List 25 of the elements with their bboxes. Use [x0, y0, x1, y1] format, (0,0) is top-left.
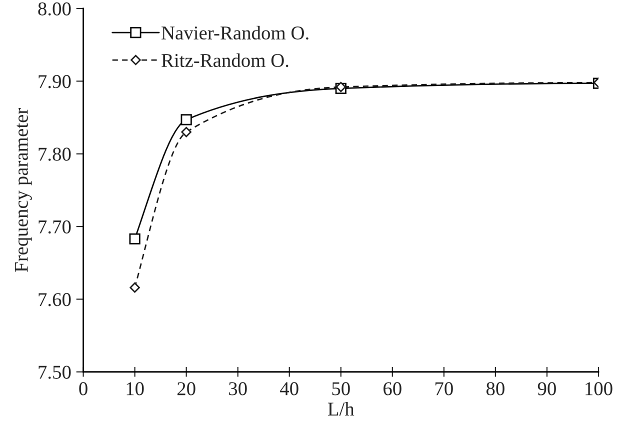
point	[181, 126, 192, 138]
x-tick-label: 80	[486, 382, 504, 396]
x-tick-label: 10	[126, 382, 144, 396]
point	[129, 233, 140, 244]
x-tick-label: 50	[332, 382, 350, 396]
x-tick-label: 40	[280, 382, 298, 396]
x-tick-label: 30	[229, 382, 247, 396]
y-tick-label: 7.80	[38, 148, 71, 161]
legend-label: Ritz-Random O.	[162, 53, 288, 68]
y-tick-label: 7.50	[38, 366, 71, 379]
y-tick-label: 7.60	[38, 293, 71, 306]
y-axis-title: Frequency parameter	[14, 108, 32, 272]
x-tick-label: 60	[384, 382, 402, 396]
y-tick-label: 7.70	[38, 220, 71, 234]
x-tick-label: 20	[177, 382, 196, 396]
x-tick-label: 0	[79, 382, 88, 396]
y-tick-label: 7.90	[38, 74, 71, 88]
point	[180, 114, 192, 126]
y-tick-label: 8.00	[38, 2, 71, 16]
x-tick-label: 70	[435, 382, 453, 396]
x-tick-label: 90	[538, 382, 556, 396]
x-axis-title: L/h	[328, 402, 354, 416]
point	[130, 282, 140, 293]
legend-label: Navier-Random O.	[162, 26, 308, 40]
x-tick-label: 100	[586, 382, 612, 396]
